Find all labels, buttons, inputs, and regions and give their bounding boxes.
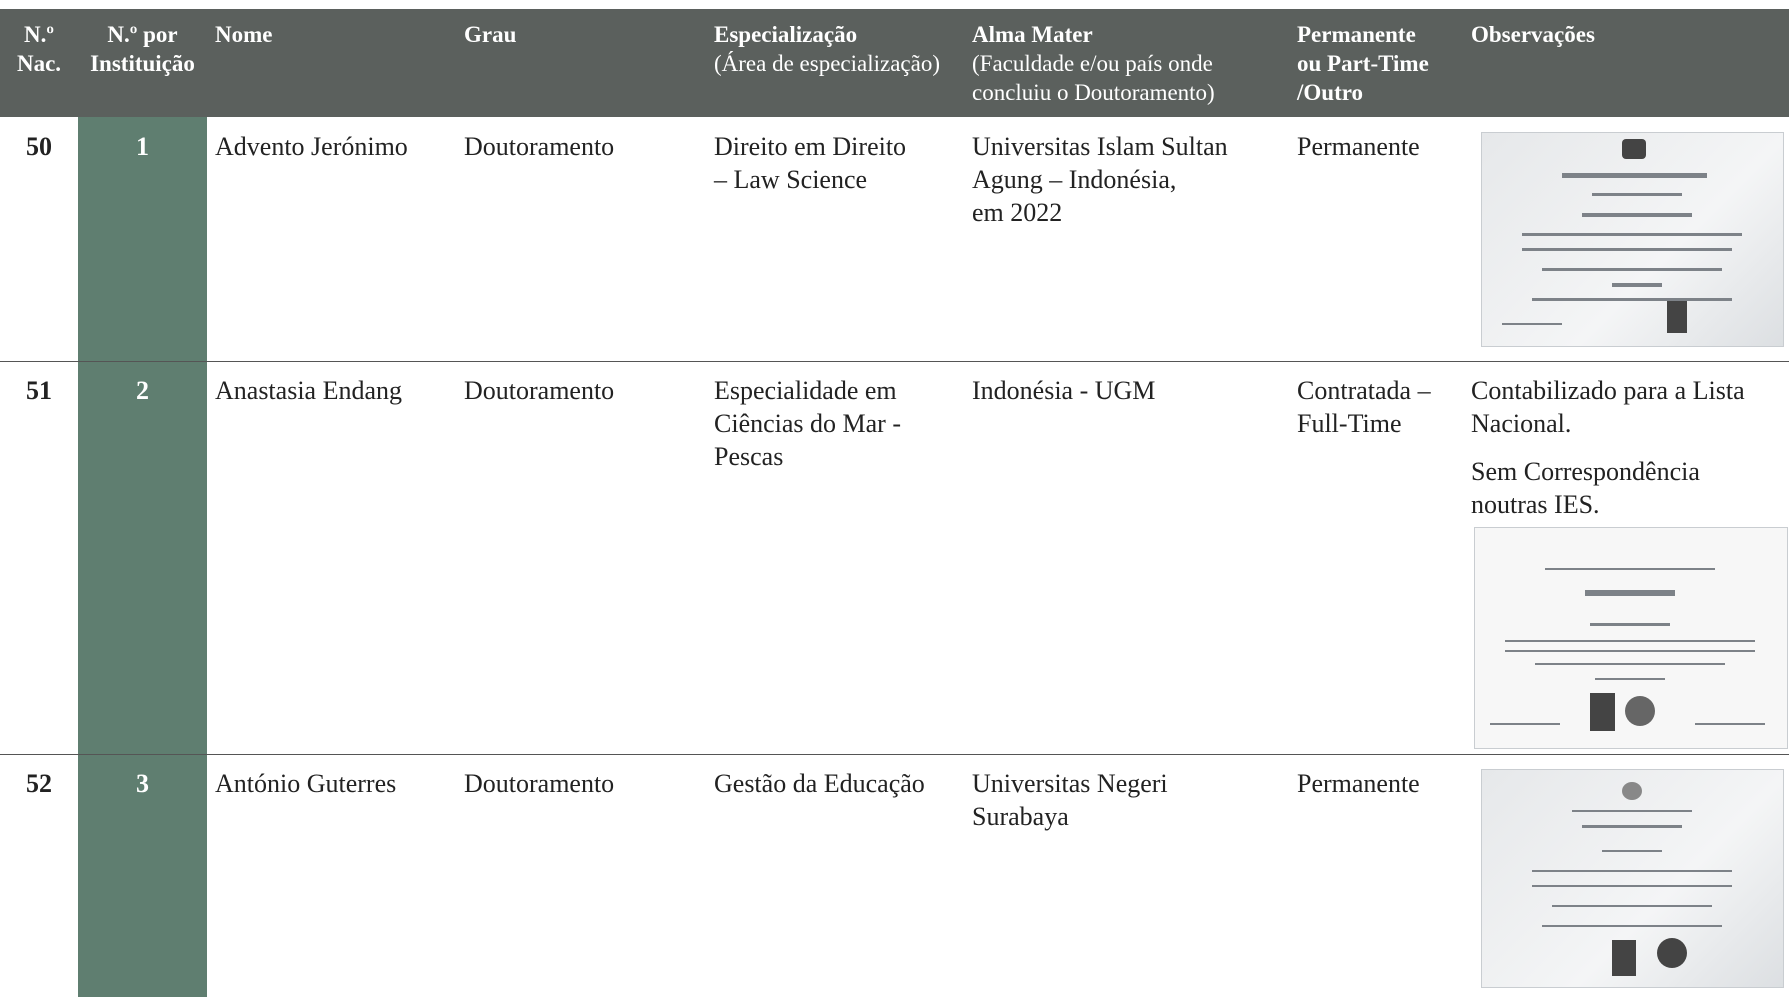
institution-number: 1 <box>136 132 149 161</box>
certificate-image <box>1474 527 1788 749</box>
header-cell: Grau <box>456 20 706 49</box>
table-cell: Doutoramento <box>456 374 706 407</box>
cell-line: António Guterres <box>215 769 397 798</box>
header-title: Grau <box>464 22 517 47</box>
institution-column-band <box>78 117 207 997</box>
header-cell: Alma Mater (Faculdade e/ou país onde concl… <box>964 20 1289 107</box>
header-cell: N.º Nac. <box>0 20 78 78</box>
table-cell: 1 <box>78 130 207 163</box>
table-cell: Contabilizado para a Lista Nacional. Sem C… <box>1463 374 1789 536</box>
table-cell: Especialidade em Ciências do Mar - Pescas <box>706 374 964 473</box>
header-title: Alma Mater <box>972 22 1093 47</box>
row-separator <box>0 754 1789 755</box>
cell-line: Contratada – <box>1297 376 1431 405</box>
table-cell: 51 <box>0 374 78 407</box>
table-cell: Doutoramento <box>456 767 706 800</box>
table-cell: Anastasia Endang <box>207 374 456 407</box>
cell-line: Direito em Direito <box>714 132 907 161</box>
cell-line: Doutoramento <box>464 376 615 405</box>
table-cell: Contratada – Full-Time <box>1289 374 1463 440</box>
cell-line: – Law Science <box>714 165 868 194</box>
table-cell: 50 <box>0 130 78 163</box>
header-title: Instituição <box>90 51 195 76</box>
cell-line: Permanente <box>1297 132 1420 161</box>
header-row <box>0 9 1789 117</box>
cell-line: Agung – Indonésia, <box>972 165 1177 194</box>
table-cell: Doutoramento <box>456 130 706 163</box>
cell-line: Indonésia - UGM <box>972 376 1156 405</box>
table-cell: Universitas Negeri Surabaya <box>964 767 1289 833</box>
header-cell: Nome <box>207 20 456 49</box>
observation-line: Contabilizado para a Lista <box>1471 376 1745 405</box>
cell-line: Gestão da Educação <box>714 769 925 798</box>
header-title: Especialização <box>714 22 858 47</box>
cell-line: Surabaya <box>972 802 1069 831</box>
table-cell: Permanente <box>1289 767 1463 800</box>
cell-line: Pescas <box>714 442 784 471</box>
table-cell: Permanente <box>1289 130 1463 163</box>
table-cell: Advento Jerónimo <box>207 130 456 163</box>
table-cell: António Guterres <box>207 767 456 800</box>
cell-line: Doutoramento <box>464 132 615 161</box>
header-title: Nome <box>215 22 273 47</box>
national-number: 50 <box>26 132 52 161</box>
header-title: Nac. <box>16 51 62 76</box>
observation-line: Sem Correspondência <box>1471 457 1700 486</box>
header-title: N.º <box>24 22 54 47</box>
header-cell: N.º por Instituição <box>78 20 207 78</box>
observation-line: noutras IES. <box>1471 490 1600 519</box>
row-separator <box>0 361 1789 362</box>
cell-line: Anastasia Endang <box>215 376 403 405</box>
header-subtitle: (Área de especialização) <box>714 51 941 76</box>
cell-line: Universitas Islam Sultan <box>972 132 1228 161</box>
cell-line: Advento Jerónimo <box>215 132 408 161</box>
observation: Contabilizado para a Lista Nacional. <box>1471 374 1789 440</box>
cell-line: Universitas Negeri <box>972 769 1168 798</box>
header-title: /Outro <box>1297 80 1364 105</box>
institution-number: 3 <box>136 769 149 798</box>
table-cell: Indonésia - UGM <box>964 374 1289 407</box>
table-cell: 52 <box>0 767 78 800</box>
table-cell: Gestão da Educação <box>706 767 964 800</box>
cell-line: Ciências do Mar - <box>714 409 902 438</box>
header-cell: Especialização (Área de especialização) <box>706 20 964 78</box>
institution-number: 2 <box>136 376 149 405</box>
cell-line: em 2022 <box>972 198 1063 227</box>
table-cell: 2 <box>78 374 207 407</box>
header-subtitle: concluiu o Doutoramento) <box>972 80 1215 105</box>
header-subtitle: (Faculdade e/ou país onde <box>972 51 1213 76</box>
header-title: ou Part-Time <box>1297 51 1429 76</box>
national-number: 51 <box>26 376 52 405</box>
certificate-image <box>1481 769 1784 988</box>
table-cell: 3 <box>78 767 207 800</box>
table-cell: Universitas Islam Sultan Agung – Indonési… <box>964 130 1289 229</box>
certificate-image <box>1481 132 1784 347</box>
observation: Sem Correspondência noutras IES. <box>1471 455 1789 521</box>
header-cell: Observações <box>1463 20 1789 49</box>
cell-line: Doutoramento <box>464 769 615 798</box>
cell-line: Full-Time <box>1297 409 1402 438</box>
table-cell: Direito em Direito – Law Science <box>706 130 964 196</box>
cell-line: Especialidade em <box>714 376 897 405</box>
header-cell: Permanente ou Part-Time/Outro <box>1289 20 1463 107</box>
header-title: N.º por <box>107 22 178 47</box>
observation-line: Nacional. <box>1471 409 1572 438</box>
header-title: Observações <box>1471 22 1595 47</box>
cell-line: Permanente <box>1297 769 1420 798</box>
national-number: 52 <box>26 769 52 798</box>
header-title: Permanente <box>1297 22 1416 47</box>
